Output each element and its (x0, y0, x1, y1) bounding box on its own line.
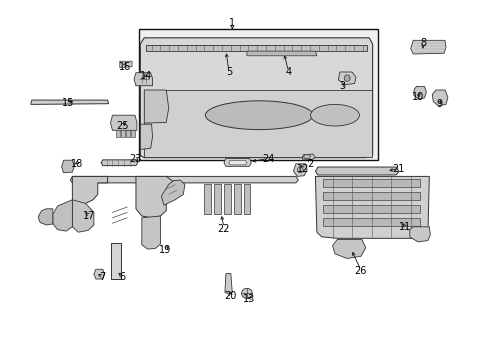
Text: 25: 25 (116, 121, 128, 131)
Text: 16: 16 (118, 62, 131, 72)
Polygon shape (111, 243, 121, 279)
Polygon shape (233, 184, 240, 214)
Text: 17: 17 (82, 211, 95, 221)
Bar (322, 218, 419, 226)
Polygon shape (134, 73, 152, 86)
Polygon shape (120, 61, 132, 68)
Text: 20: 20 (224, 291, 237, 301)
Text: 10: 10 (411, 92, 424, 102)
Ellipse shape (310, 104, 359, 126)
Text: 22: 22 (217, 224, 230, 234)
Polygon shape (142, 216, 160, 249)
Polygon shape (116, 130, 120, 137)
Text: 3: 3 (339, 81, 345, 91)
Polygon shape (315, 176, 428, 238)
Polygon shape (224, 158, 251, 166)
Polygon shape (53, 200, 72, 231)
Text: 24: 24 (261, 154, 274, 164)
Polygon shape (302, 154, 315, 159)
Polygon shape (293, 164, 306, 176)
Polygon shape (413, 86, 426, 99)
Polygon shape (126, 130, 130, 137)
Text: 7: 7 (100, 272, 105, 282)
Text: 26: 26 (354, 266, 366, 276)
Polygon shape (144, 90, 371, 157)
Polygon shape (431, 90, 447, 106)
Text: 12: 12 (296, 164, 309, 174)
Bar (139, 29, 377, 160)
Polygon shape (161, 180, 184, 205)
Polygon shape (61, 160, 74, 173)
Text: 4: 4 (285, 67, 291, 77)
Ellipse shape (297, 167, 303, 173)
Bar (322, 205, 419, 213)
Bar (322, 179, 419, 187)
Polygon shape (315, 167, 398, 175)
Polygon shape (246, 51, 316, 56)
Polygon shape (140, 124, 152, 149)
Polygon shape (131, 130, 135, 137)
Text: 8: 8 (419, 38, 425, 48)
Text: 21: 21 (391, 164, 404, 174)
Ellipse shape (344, 75, 349, 81)
Polygon shape (214, 184, 221, 214)
Ellipse shape (303, 154, 310, 159)
Polygon shape (332, 239, 365, 258)
Text: 11: 11 (398, 222, 410, 232)
Text: 6: 6 (119, 272, 125, 282)
Polygon shape (409, 227, 429, 242)
Polygon shape (136, 176, 177, 218)
Polygon shape (72, 176, 107, 205)
Polygon shape (243, 184, 250, 214)
Polygon shape (144, 90, 168, 123)
Polygon shape (338, 72, 355, 85)
Polygon shape (121, 130, 125, 137)
Text: 23: 23 (129, 154, 142, 164)
Text: 9: 9 (435, 99, 441, 109)
Polygon shape (101, 160, 138, 166)
Polygon shape (145, 45, 366, 51)
Polygon shape (110, 115, 137, 130)
Polygon shape (72, 200, 94, 232)
Polygon shape (204, 184, 211, 214)
Text: 1: 1 (229, 18, 235, 28)
Text: 5: 5 (225, 67, 231, 77)
Bar (322, 192, 419, 200)
Text: 14: 14 (139, 71, 152, 81)
Ellipse shape (205, 101, 312, 130)
Text: 13: 13 (243, 294, 255, 304)
Text: 18: 18 (71, 159, 83, 169)
Polygon shape (410, 40, 445, 54)
Ellipse shape (241, 288, 252, 298)
Polygon shape (70, 176, 298, 183)
Polygon shape (228, 161, 246, 165)
Polygon shape (224, 274, 232, 294)
Polygon shape (31, 100, 108, 104)
Text: 19: 19 (159, 245, 171, 255)
Polygon shape (224, 184, 230, 214)
Polygon shape (94, 269, 104, 279)
Text: 15: 15 (62, 98, 75, 108)
Polygon shape (140, 38, 372, 158)
Polygon shape (38, 209, 53, 225)
Text: 2: 2 (307, 159, 313, 169)
